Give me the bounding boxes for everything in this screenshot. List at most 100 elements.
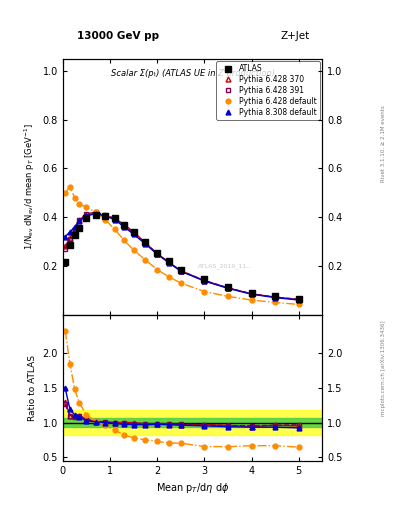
Pythia 6.428 370 [103, 213, 108, 219]
Pythia 8.308 default [178, 268, 183, 274]
Pythia 6.428 391 [84, 210, 89, 217]
ATLAS [143, 239, 148, 245]
Pythia 8.308 default [63, 233, 68, 240]
Pythia 8.308 default [94, 210, 98, 217]
Line: Pythia 6.428 370: Pythia 6.428 370 [63, 211, 301, 302]
Pythia 6.428 370 [72, 225, 77, 231]
Pythia 6.428 default [63, 190, 68, 196]
ATLAS [72, 232, 77, 239]
Pythia 6.428 391 [103, 211, 108, 218]
Pythia 6.428 default [68, 184, 72, 190]
Line: ATLAS: ATLAS [62, 212, 301, 302]
Y-axis label: Ratio to ATLAS: Ratio to ATLAS [28, 355, 37, 421]
Pythia 6.428 391 [167, 259, 171, 265]
Pythia 6.428 default [296, 302, 301, 308]
Text: Scalar Σ(pₜ) (ATLAS UE in Z production): Scalar Σ(pₜ) (ATLAS UE in Z production) [110, 69, 275, 78]
Pythia 6.428 391 [63, 246, 68, 252]
Pythia 6.428 default [226, 293, 230, 300]
Pythia 6.428 370 [63, 243, 68, 249]
Pythia 8.308 default [77, 218, 82, 224]
Pythia 8.308 default [112, 217, 117, 223]
Pythia 6.428 default [112, 226, 117, 232]
ATLAS [112, 216, 117, 222]
ATLAS [63, 259, 68, 265]
Line: Pythia 8.308 default: Pythia 8.308 default [63, 211, 301, 303]
ATLAS [202, 276, 207, 283]
Pythia 6.428 default [72, 195, 77, 201]
Pythia 6.428 default [122, 237, 127, 243]
Pythia 6.428 370 [68, 235, 72, 241]
Pythia 6.428 391 [296, 296, 301, 303]
ATLAS [167, 258, 171, 264]
Pythia 6.428 370 [167, 259, 171, 265]
Pythia 6.428 391 [273, 294, 277, 300]
Pythia 8.308 default [143, 241, 148, 247]
Pythia 8.308 default [167, 260, 171, 266]
Pythia 6.428 370 [202, 278, 207, 284]
ATLAS [273, 293, 277, 300]
ATLAS [226, 284, 230, 290]
Pythia 6.428 391 [155, 251, 160, 257]
Pythia 6.428 370 [226, 285, 230, 291]
Pythia 8.308 default [84, 213, 89, 219]
Line: Pythia 6.428 default: Pythia 6.428 default [63, 184, 301, 307]
Pythia 6.428 391 [178, 268, 183, 274]
Pythia 6.428 default [249, 297, 254, 303]
ATLAS [77, 225, 82, 231]
Pythia 8.308 default [155, 251, 160, 258]
ATLAS [94, 211, 98, 218]
Pythia 6.428 391 [122, 223, 127, 229]
Pythia 6.428 391 [68, 236, 72, 242]
Pythia 6.428 370 [77, 217, 82, 223]
Text: ATLAS_2019_11...: ATLAS_2019_11... [198, 263, 253, 269]
Pythia 6.428 370 [296, 296, 301, 303]
Y-axis label: 1/N$_{\rm ev}$ dN$_{\rm ev}$/d mean p$_T$ [GeV$^{-1}$]: 1/N$_{\rm ev}$ dN$_{\rm ev}$/d mean p$_T… [23, 123, 37, 250]
Pythia 6.428 391 [94, 209, 98, 216]
ATLAS [178, 267, 183, 273]
Pythia 6.428 391 [112, 216, 117, 222]
Pythia 8.308 default [131, 231, 136, 238]
Pythia 6.428 370 [143, 240, 148, 246]
Pythia 6.428 default [77, 201, 82, 207]
Line: Pythia 6.428 391: Pythia 6.428 391 [63, 210, 301, 302]
Pythia 8.308 default [72, 224, 77, 230]
Pythia 6.428 370 [249, 291, 254, 297]
ATLAS [131, 229, 136, 235]
Pythia 6.428 370 [178, 268, 183, 274]
Text: Z+Jet: Z+Jet [280, 31, 309, 41]
Pythia 6.428 370 [131, 229, 136, 235]
Pythia 6.428 391 [226, 285, 230, 291]
Pythia 6.428 370 [112, 216, 117, 222]
ATLAS [68, 242, 72, 248]
Pythia 6.428 default [155, 267, 160, 273]
Pythia 6.428 370 [84, 211, 89, 218]
ATLAS [155, 249, 160, 255]
Pythia 6.428 default [94, 209, 98, 216]
Pythia 6.428 391 [249, 291, 254, 297]
Pythia 6.428 370 [94, 210, 98, 217]
Pythia 6.428 370 [273, 294, 277, 300]
Pythia 6.428 default [167, 274, 171, 280]
Pythia 6.428 default [84, 204, 89, 210]
Pythia 6.428 391 [202, 278, 207, 284]
Pythia 6.428 default [273, 300, 277, 306]
Pythia 6.428 370 [155, 251, 160, 257]
Pythia 6.428 391 [131, 230, 136, 236]
Pythia 8.308 default [249, 291, 254, 297]
Pythia 6.428 370 [122, 222, 127, 228]
Pythia 8.308 default [273, 294, 277, 301]
Pythia 6.428 default [131, 247, 136, 253]
Pythia 6.428 default [143, 257, 148, 263]
Pythia 8.308 default [226, 285, 230, 291]
Pythia 8.308 default [202, 278, 207, 284]
ATLAS [84, 216, 89, 222]
Pythia 6.428 default [202, 288, 207, 294]
ATLAS [249, 290, 254, 296]
X-axis label: Mean p$_T$/d$\eta$ d$\phi$: Mean p$_T$/d$\eta$ d$\phi$ [156, 481, 230, 495]
ATLAS [296, 296, 301, 302]
Bar [63, 410, 322, 435]
Legend: ATLAS, Pythia 6.428 370, Pythia 6.428 391, Pythia 6.428 default, Pythia 8.308 de: ATLAS, Pythia 6.428 370, Pythia 6.428 39… [216, 61, 320, 120]
Text: mcplots.cern.ch [arXiv:1306.3436]: mcplots.cern.ch [arXiv:1306.3436] [381, 321, 386, 416]
Bar [63, 418, 322, 428]
Text: 13000 GeV pp: 13000 GeV pp [77, 31, 159, 41]
